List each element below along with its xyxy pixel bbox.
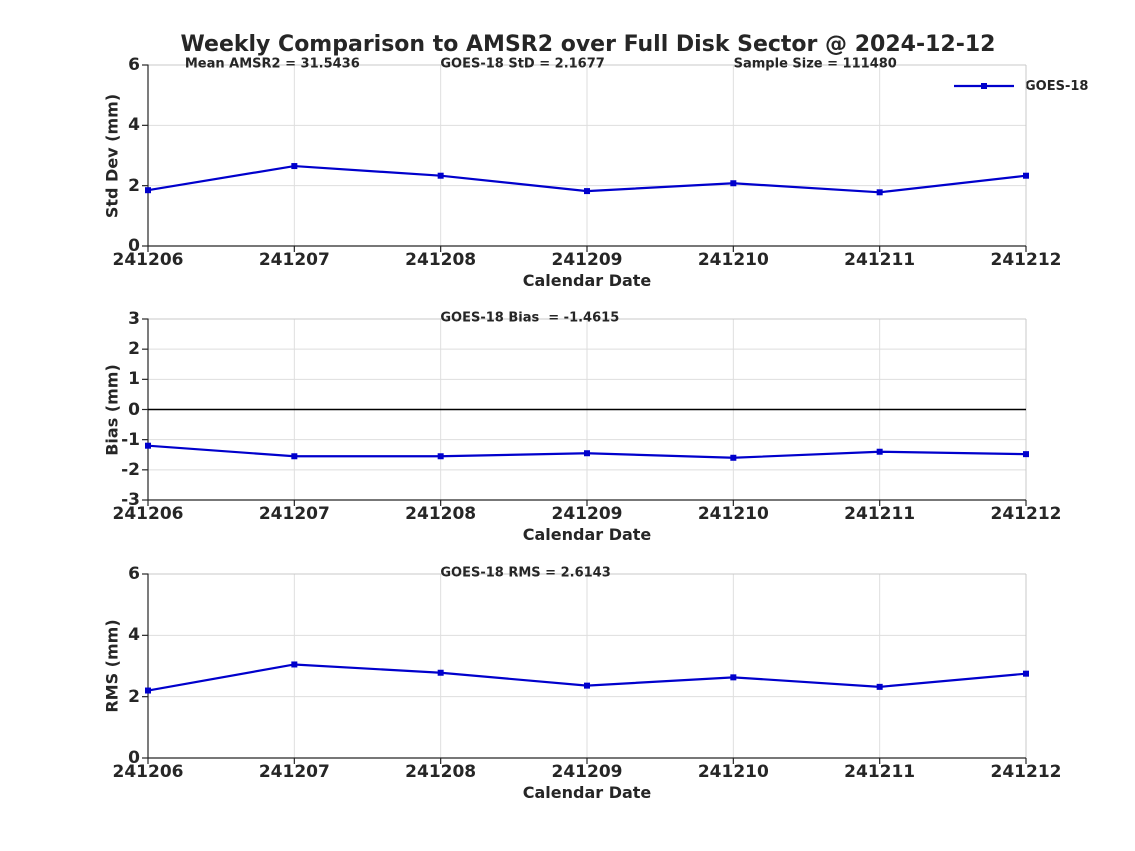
std-dev-annotation: Mean AMSR2 = 31.5436 (184, 56, 360, 72)
x-tick-label: 241209 (551, 250, 623, 270)
x-tick-label: 241206 (112, 504, 184, 524)
data-point-marker (730, 454, 737, 461)
x-tick-label: 241212 (990, 762, 1062, 782)
x-tick-label: 241212 (990, 250, 1062, 270)
x-tick-label: 241207 (258, 762, 330, 782)
data-point-marker (291, 163, 298, 170)
data-point-marker (291, 661, 298, 668)
bias-plot-svg (142, 318, 1029, 506)
legend: GOES-18 (952, 78, 1088, 94)
x-tick-label: 241211 (844, 504, 916, 524)
legend-line-sample (954, 83, 1014, 89)
y-tick-label: 4 (128, 625, 140, 646)
data-point-marker (876, 683, 883, 690)
y-tick-label: 0 (128, 399, 140, 420)
x-tick-label: 241210 (697, 762, 769, 782)
data-point-marker (876, 448, 883, 455)
data-point-marker (437, 172, 444, 179)
x-tick-label: 241206 (112, 762, 184, 782)
legend-label: GOES-18 (1025, 78, 1089, 94)
rms-plot-svg (142, 573, 1029, 764)
x-tick-label: 241212 (990, 504, 1062, 524)
y-tick-label: 6 (128, 564, 140, 584)
std-dev-annotation: Sample Size = 111480 (733, 56, 897, 72)
std-dev-x-axis-label: Calendar Date (522, 271, 652, 290)
data-point-marker (1023, 172, 1029, 179)
x-tick-label: 241206 (112, 250, 184, 270)
data-point-marker (876, 189, 883, 196)
y-tick-label: -2 (121, 459, 140, 480)
legend-marker (981, 83, 987, 89)
y-tick-label: 2 (128, 339, 140, 360)
x-tick-label: 241208 (405, 504, 477, 524)
data-point-marker (437, 669, 444, 676)
data-point-marker (730, 180, 737, 187)
data-point-marker (145, 187, 151, 194)
x-tick-label: 241209 (551, 762, 623, 782)
data-point-marker (145, 442, 151, 449)
rms-annotation: GOES-18 RMS = 2.6143 (440, 565, 611, 581)
std-dev-y-axis-label: Std Dev (mm) (102, 93, 122, 218)
data-point-marker (291, 453, 298, 460)
y-tick-label: -1 (121, 429, 140, 450)
data-point-marker (584, 450, 590, 457)
y-tick-label: 1 (128, 369, 140, 390)
bias-annotation: GOES-18 Bias = -1.4615 (440, 310, 620, 326)
data-point-marker (1023, 670, 1029, 677)
figure-title: Weekly Comparison to AMSR2 over Full Dis… (180, 32, 996, 57)
std-dev-annotation: GOES-18 StD = 2.1677 (440, 56, 605, 72)
x-tick-label: 241208 (405, 250, 477, 270)
y-tick-label: 4 (128, 115, 140, 136)
x-tick-label: 241210 (697, 250, 769, 270)
x-tick-label: 241211 (844, 250, 916, 270)
data-point-marker (437, 453, 444, 460)
x-tick-label: 241207 (258, 250, 330, 270)
x-tick-label: 241209 (551, 504, 623, 524)
y-tick-label: 2 (128, 686, 140, 707)
y-tick-label: 2 (128, 175, 140, 196)
y-tick-label: -3 (121, 490, 140, 510)
data-point-marker (1023, 451, 1029, 458)
data-point-marker (584, 682, 590, 689)
x-tick-label: 241208 (405, 762, 477, 782)
data-point-marker (730, 674, 737, 681)
data-point-marker (145, 687, 151, 694)
x-tick-label: 241210 (697, 504, 769, 524)
x-tick-label: 241207 (258, 504, 330, 524)
data-point-marker (584, 188, 590, 195)
y-tick-label: 3 (128, 309, 140, 329)
y-tick-label: 6 (128, 55, 140, 75)
std-dev-plot-svg (142, 64, 1029, 252)
rms-x-axis-label: Calendar Date (522, 783, 652, 802)
bias-x-axis-label: Calendar Date (522, 525, 652, 544)
y-tick-label: 0 (128, 236, 140, 256)
y-tick-label: 0 (128, 748, 140, 768)
x-tick-label: 241211 (844, 762, 916, 782)
